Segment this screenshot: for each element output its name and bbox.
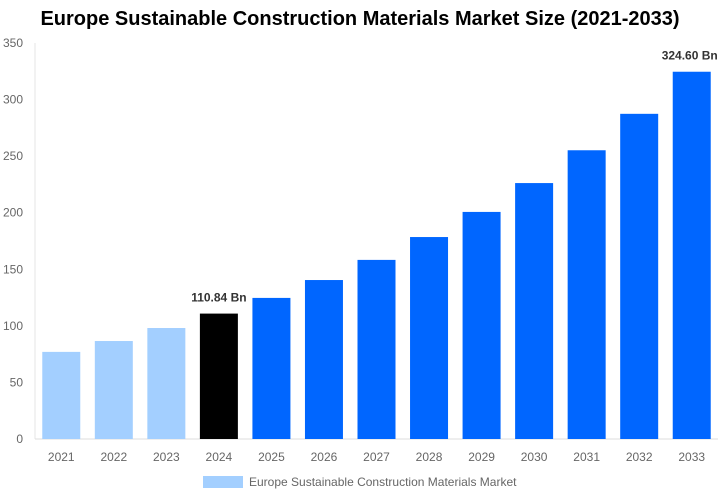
x-tick-label: 2021 (48, 450, 75, 464)
y-tick-label: 200 (3, 206, 23, 220)
x-tick-label: 2026 (311, 450, 338, 464)
y-tick-label: 100 (3, 319, 23, 333)
y-tick-label: 50 (10, 375, 24, 389)
x-tick-label: 2027 (363, 450, 390, 464)
bar-2030 (515, 183, 554, 439)
bar-2028 (410, 237, 449, 439)
x-tick-label: 2024 (206, 450, 233, 464)
bar-2027 (357, 259, 396, 439)
data-label-2033: 324.60 Bn (662, 49, 718, 63)
x-tick-label: 2033 (678, 450, 705, 464)
bar-2025 (252, 297, 291, 439)
x-tick-label: 2023 (153, 450, 180, 464)
bar-2029 (462, 211, 501, 439)
y-tick-label: 350 (3, 36, 23, 50)
y-tick-label: 0 (16, 432, 23, 446)
x-tick-label: 2022 (100, 450, 127, 464)
y-tick-label: 250 (3, 149, 23, 163)
legend-label: Europe Sustainable Construction Material… (249, 475, 517, 489)
bar-2026 (304, 280, 343, 439)
bar-2023 (147, 328, 186, 439)
x-tick-label: 2031 (573, 450, 600, 464)
bar-2033 (672, 71, 711, 440)
legend[interactable]: Europe Sustainable Construction Material… (203, 475, 516, 489)
bar-2032 (620, 113, 659, 440)
legend-swatch (203, 476, 243, 488)
x-tick-label: 2029 (468, 450, 495, 464)
bar-2024 (199, 313, 238, 439)
x-tick-label: 2032 (626, 450, 653, 464)
x-tick-label: 2025 (258, 450, 285, 464)
x-tick-label: 2030 (521, 450, 548, 464)
y-tick-label: 300 (3, 93, 23, 107)
bar-2021 (42, 351, 81, 439)
bar-2022 (94, 341, 133, 439)
data-label-2024: 110.84 Bn (191, 291, 246, 305)
x-tick-label: 2028 (416, 450, 443, 464)
chart-title: Europe Sustainable Construction Material… (40, 8, 680, 30)
y-tick-label: 150 (3, 262, 23, 276)
bar-2031 (567, 150, 606, 439)
